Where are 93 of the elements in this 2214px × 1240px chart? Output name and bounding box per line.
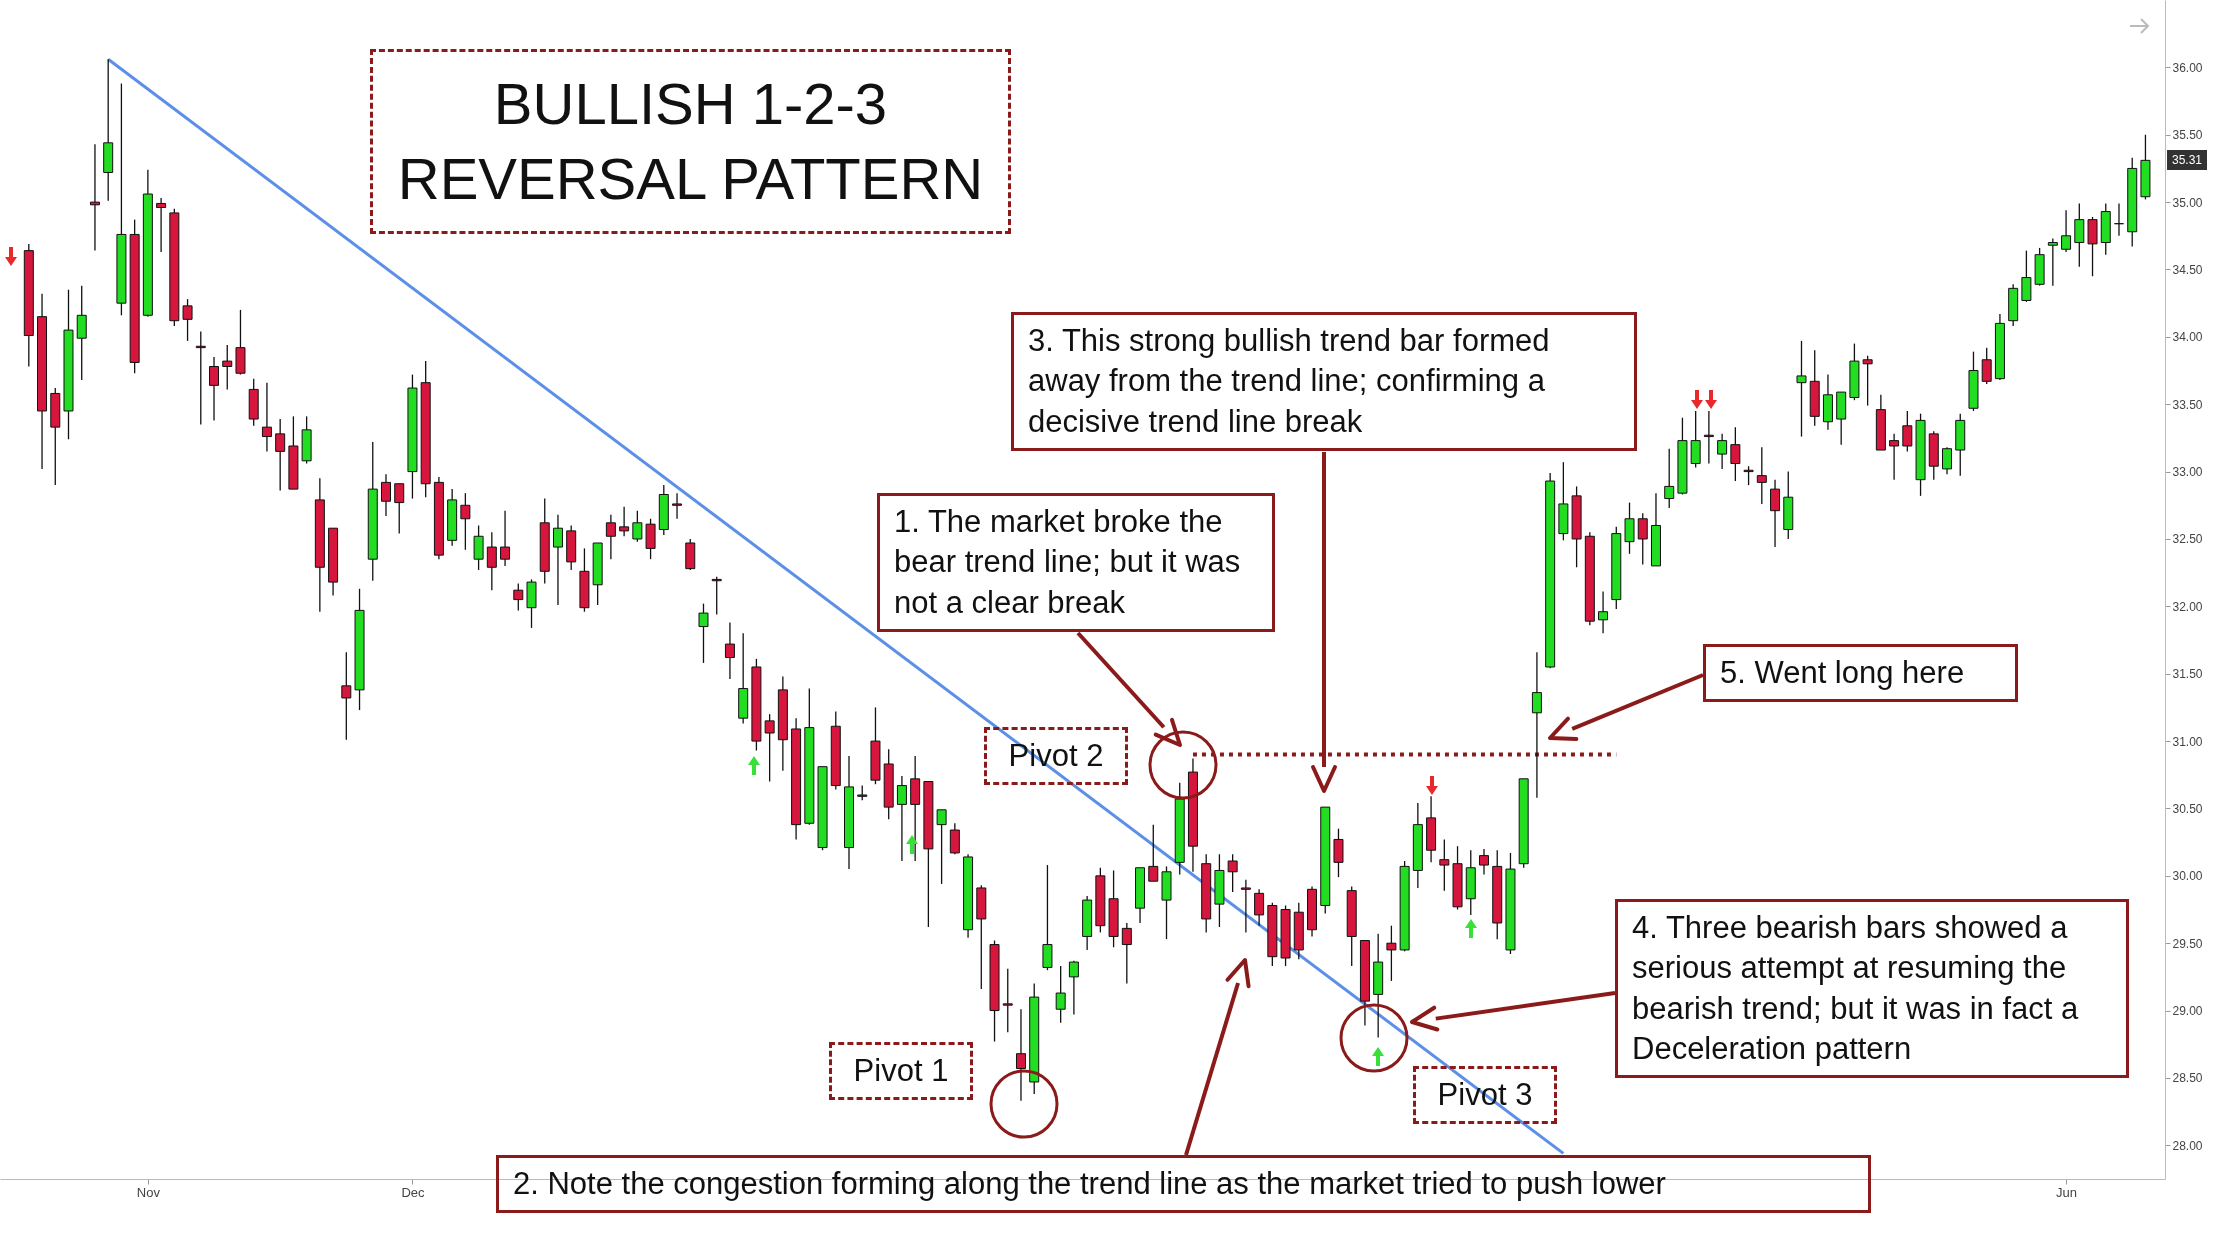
candlestick [1531, 651, 1542, 799]
candlestick [394, 483, 405, 535]
candlestick [698, 603, 709, 664]
candlestick [486, 531, 497, 591]
candlestick [1942, 446, 1953, 475]
y-tick-label: 28.50 [2172, 1071, 2203, 1086]
y-tick-label: 33.00 [2172, 465, 2203, 480]
annotation: 4. Three bearish bars showed a serious attempt at resuming the bearish trend; but it was in fact a Deceleration pattern [1615, 899, 2129, 1079]
candlestick [1148, 823, 1159, 882]
y-tick-label: 32.50 [2172, 532, 2203, 547]
candlestick [711, 576, 722, 616]
candlestick [1981, 346, 1992, 385]
candlestick [1015, 1008, 1026, 1102]
y-tick-label: 30.00 [2172, 869, 2203, 884]
candlestick [513, 582, 524, 612]
candlestick [1902, 410, 1913, 453]
y-tick-label: 35.00 [2172, 195, 2203, 210]
y-tick-label: 31.50 [2172, 667, 2203, 682]
candlestick [1333, 828, 1344, 878]
candlestick [1770, 479, 1781, 548]
candlestick [2074, 202, 2085, 268]
candlestick [1439, 838, 1450, 892]
y-tick-label: 29.50 [2172, 936, 2203, 951]
candlestick [500, 510, 511, 567]
candlestick [764, 713, 775, 783]
candlestick [156, 197, 167, 253]
candlestick [195, 330, 206, 426]
annotation: Pivot 1 [829, 1042, 973, 1101]
candlestick [380, 473, 391, 517]
candlestick [89, 143, 100, 252]
candlestick [632, 510, 643, 543]
candlestick [2021, 249, 2032, 303]
candlestick [1227, 853, 1238, 893]
x-tick-label: Jun [2056, 1184, 2078, 1200]
y-tick-label: 36.00 [2172, 60, 2203, 75]
candlestick [1796, 340, 1807, 438]
candlestick [1756, 446, 1767, 505]
candlestick [76, 285, 87, 381]
candlestick [1743, 465, 1754, 486]
y-tick-label: 34.50 [2172, 262, 2203, 277]
candlestick [1386, 925, 1397, 982]
candlestick [672, 492, 683, 520]
candlestick [2061, 209, 2072, 253]
candlestick [936, 809, 947, 885]
x-tick-label: Nov [136, 1184, 161, 1200]
y-tick-label: 29.00 [2172, 1004, 2203, 1019]
candlestick [2047, 237, 2058, 287]
candlestick [1042, 864, 1053, 971]
y-tick-label: 28.00 [2172, 1138, 2203, 1153]
candlestick [605, 514, 616, 560]
candlestick [1240, 879, 1251, 934]
candlestick [552, 514, 563, 606]
candlestick [724, 621, 735, 680]
candlestick [1121, 922, 1132, 985]
y-tick-label: 31.00 [2172, 734, 2203, 749]
candlestick [619, 505, 630, 537]
candlestick [1624, 501, 1635, 555]
candlestick [473, 524, 484, 571]
y-tick-label: 30.50 [2172, 801, 2203, 816]
candlestick [341, 651, 352, 741]
annotation: 1. The market broke the bear trend line; but it was not a clear break [877, 493, 1275, 632]
text: 35.31 [2167, 150, 2208, 171]
y-tick-label: 35.50 [2172, 128, 2203, 143]
text: BULLISH 1-2-3 REVERSAL PATTERN [370, 49, 1011, 234]
candlestick [1479, 848, 1489, 876]
candlestick [1862, 355, 1873, 407]
y-tick-label: 34.00 [2172, 330, 2203, 345]
candlestick [222, 344, 233, 391]
x-tick-label: Dec [401, 1184, 426, 1200]
candlestick [1889, 433, 1900, 481]
candlestick [460, 492, 471, 551]
annotation: 5. Went long here [1703, 644, 2018, 703]
candlestick [1637, 512, 1648, 566]
y-tick-label: 33.50 [2172, 397, 2203, 412]
candlestick [1664, 448, 1675, 509]
candlestick [1068, 960, 1079, 1016]
candlestick [1055, 965, 1066, 1024]
candlestick [949, 822, 960, 855]
candlestick [1598, 590, 1609, 634]
y-tick-label: 32.00 [2172, 599, 2203, 614]
candlestick [275, 418, 286, 492]
annotation: 2. Note the congestion forming along the trend line as the market tried to push lower [496, 1155, 1871, 1214]
candlestick [209, 356, 220, 422]
annotation: 3. This strong bullish trend bar formed away from the trend line; confirming a decisive trend line break [1011, 312, 1637, 451]
candlestick [1690, 410, 1701, 469]
candlestick [1717, 433, 1728, 470]
candlestick [1002, 968, 1013, 1033]
candlestick [1730, 426, 1741, 482]
candlestick [896, 775, 907, 862]
candlestick [182, 298, 193, 342]
candlestick [1254, 888, 1265, 927]
candlestick [261, 382, 272, 453]
candlestick [1703, 410, 1714, 465]
